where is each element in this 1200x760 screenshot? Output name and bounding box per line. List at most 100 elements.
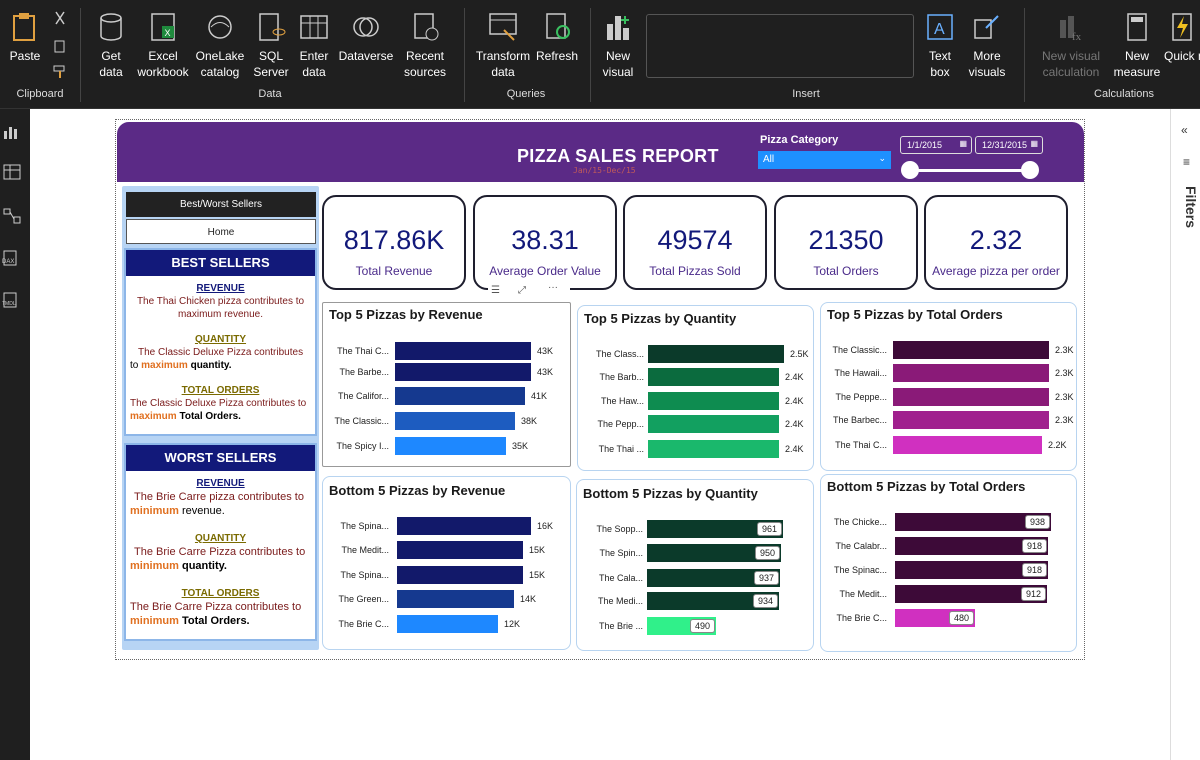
paste-button[interactable]: Paste [8,10,42,64]
bar[interactable] [893,411,1049,429]
bar[interactable] [893,364,1049,382]
visual-gallery[interactable] [646,14,914,78]
chart-top5-orders[interactable]: Top 5 Pizzas by Total Orders The Classic.… [820,302,1077,471]
bar-row[interactable]: The Brie ... 490 [577,617,813,635]
bar-row[interactable]: The Class... 2.5K [578,345,813,363]
bar-row[interactable]: The Barbe... 43K [323,363,570,381]
bar[interactable] [893,388,1049,406]
bar-row[interactable]: The Thai C... 43K [323,342,570,360]
bar-row[interactable]: The Pepp... 2.4K [578,415,813,433]
bar-row[interactable]: The Thai C... 2.2K [821,436,1076,454]
chart-top5-quantity[interactable]: Top 5 Pizzas by Quantity The Class... 2.5K… [577,305,814,471]
new-visual-button[interactable]: New visual [598,10,638,80]
date-range-slider[interactable] [910,169,1035,172]
chart-bottom5-revenue[interactable]: Bottom 5 Pizzas by Revenue The Spina... 16… [322,476,571,650]
bar[interactable] [395,437,506,455]
bar-row[interactable]: The Medit... 912 [821,585,1076,603]
more-options-icon[interactable]: ··· [548,282,558,293]
bar-row[interactable]: The Brie C... 12K [323,615,570,633]
copy-icon[interactable] [52,38,68,54]
bar[interactable] [648,392,779,410]
bar[interactable] [895,513,1051,531]
table-view-icon[interactable] [2,163,24,181]
bar-row[interactable]: The Calabr... 918 [821,537,1076,555]
bar[interactable] [395,342,531,360]
focus-mode-icon[interactable]: ⤢ [518,285,526,296]
bar-row[interactable]: The Haw... 2.4K [578,392,813,410]
chart-top5-revenue[interactable]: Top 5 Pizzas by Revenue The Thai C... 43K T… [322,302,571,467]
bar[interactable] [397,615,498,633]
bar-row[interactable]: The Spina... 15K [323,566,570,584]
bar[interactable] [395,387,525,405]
bar[interactable] [648,415,779,433]
date-slider-end-handle[interactable] [1021,161,1039,179]
enter-data-button[interactable]: Enter data [296,10,332,80]
best-worst-sellers-button[interactable]: Best/Worst Sellers [126,192,316,217]
report-view-icon[interactable] [2,123,24,141]
get-data-button[interactable]: Get data [88,10,134,80]
bar-row[interactable]: The Spinac... 918 [821,561,1076,579]
expand-chevron-icon[interactable]: « [1181,123,1188,137]
bar[interactable] [397,590,514,608]
bar-row[interactable]: The Spina... 16K [323,517,570,535]
excel-workbook-button[interactable]: X Excel workbook [132,10,194,80]
bar-row[interactable]: The Thai ... 2.4K [578,440,813,458]
quick-measure-button[interactable]: Quick measure [1164,10,1200,64]
bar[interactable] [895,585,1047,603]
bar-row[interactable]: The Chicke... 938 [821,513,1076,531]
text-box-button[interactable]: A Text box [920,10,960,80]
bar-row[interactable]: The Medi... 934 [577,592,813,610]
bar-row[interactable]: The Medit... 15K [323,541,570,559]
recent-sources-button[interactable]: Recent sources [396,10,454,80]
bar[interactable] [647,592,779,610]
new-measure-button[interactable]: New measure [1110,10,1164,80]
model-view-icon[interactable] [2,207,24,225]
bar[interactable] [395,363,531,381]
chart-bottom5-orders[interactable]: Bottom 5 Pizzas by Total Orders The Chick… [820,474,1077,652]
home-button[interactable]: Home [126,219,316,244]
bar[interactable] [647,520,783,538]
bar[interactable] [397,541,523,559]
sql-server-button[interactable]: SQL Server [252,10,290,80]
bar-row[interactable]: The Cala... 937 [577,569,813,587]
bar[interactable] [397,517,531,535]
bar-row[interactable]: The Sopp... 961 [577,520,813,538]
tmdl-view-icon[interactable]: TMDL [2,291,24,309]
bar[interactable] [647,544,781,562]
bar-row[interactable]: The Brie C... 480 [821,609,1076,627]
date-to-input[interactable]: 12/31/2015 ▦ [975,136,1043,154]
cut-icon[interactable] [52,10,68,26]
bar[interactable] [648,440,779,458]
dax-query-view-icon[interactable]: DAX [2,249,24,267]
bar[interactable] [647,569,780,587]
dataverse-button[interactable]: Dataverse [336,10,396,64]
bar-row[interactable]: The Classic... 2.3K [821,341,1076,359]
bar-row[interactable]: The Classic... 38K [323,412,570,430]
bar-row[interactable]: The Califor... 41K [323,387,570,405]
new-visual-calculation-button[interactable]: fx New visual calculation [1032,10,1110,80]
bar-row[interactable]: The Barbec... 2.3K [821,411,1076,429]
bar-row[interactable]: The Spin... 950 [577,544,813,562]
bar-row[interactable]: The Hawaii... 2.3K [821,364,1076,382]
bar[interactable] [895,537,1048,555]
bar[interactable] [893,341,1049,359]
bar[interactable] [895,561,1048,579]
date-slider-start-handle[interactable] [901,161,919,179]
onelake-catalog-button[interactable]: OneLake catalog [194,10,246,80]
filters-pane-collapsed[interactable]: « ≡ Filters [1170,109,1200,760]
bar-row[interactable]: The Green... 14K [323,590,570,608]
refresh-button[interactable]: Refresh [534,10,580,64]
filter-icon[interactable]: ☰ [491,285,500,296]
more-visuals-button[interactable]: More visuals [962,10,1012,80]
bar[interactable] [648,368,779,386]
bar[interactable] [893,436,1042,454]
pizza-category-dropdown[interactable]: All ⌄ [758,151,891,169]
transform-data-button[interactable]: Transform data [472,10,534,80]
bar[interactable] [397,566,523,584]
bar-row[interactable]: The Peppe... 2.3K [821,388,1076,406]
date-from-input[interactable]: 1/1/2015 ▦ [900,136,972,154]
bar[interactable] [395,412,515,430]
chart-bottom5-quantity[interactable]: Bottom 5 Pizzas by Quantity The Sopp... 96… [576,479,814,651]
bar-row[interactable]: The Spicy I... 35K [323,437,570,455]
bar[interactable] [648,345,784,363]
